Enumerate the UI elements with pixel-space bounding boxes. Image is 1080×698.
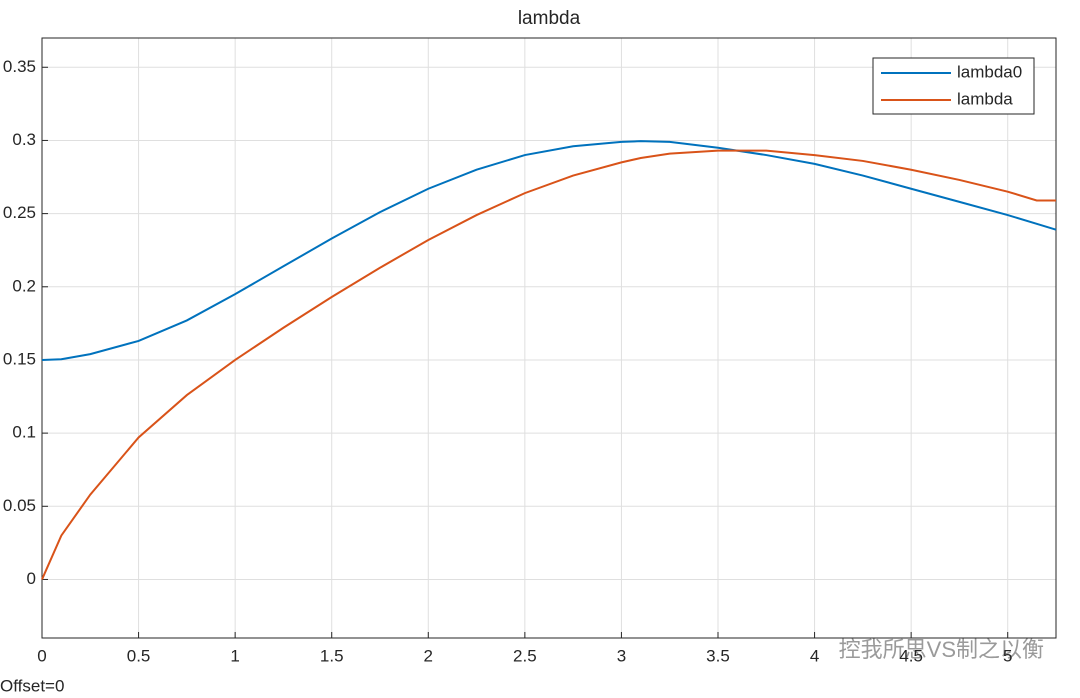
x-tick-label: 0.5	[127, 646, 151, 665]
y-tick-label: 0.3	[12, 130, 36, 149]
x-tick-label: 3.5	[706, 646, 730, 665]
x-tick-label: 3	[617, 646, 626, 665]
y-tick-label: 0.35	[3, 57, 36, 76]
y-tick-label: 0.15	[3, 349, 36, 368]
x-tick-label: 1.5	[320, 646, 344, 665]
x-tick-label: 4.5	[899, 646, 923, 665]
y-tick-label: 0.2	[12, 276, 36, 295]
y-tick-label: 0.1	[12, 423, 36, 442]
y-tick-label: 0.05	[3, 496, 36, 515]
x-tick-label: 5	[1003, 646, 1012, 665]
legend-label: lambda0	[957, 62, 1022, 81]
x-tick-label: 4	[810, 646, 819, 665]
watermark: 控我所思VS制之以衡	[839, 637, 1044, 662]
line	[41, 149, 1056, 580]
legend-label: lambda	[957, 89, 1013, 108]
x-tick-label: 1	[230, 646, 239, 665]
y-tick-label: 0	[27, 569, 36, 588]
x-tick-label: 2	[424, 646, 433, 665]
plot-frame	[41, 37, 1057, 639]
line	[41, 140, 1057, 361]
chart-title: lambda	[518, 8, 581, 29]
y-tick-label: 0.25	[3, 203, 36, 222]
x-tick-label: 2.5	[513, 646, 537, 665]
legend-box	[872, 57, 1035, 115]
offset-note: Offset=0	[0, 676, 64, 695]
x-tick-label: 0	[37, 646, 46, 665]
